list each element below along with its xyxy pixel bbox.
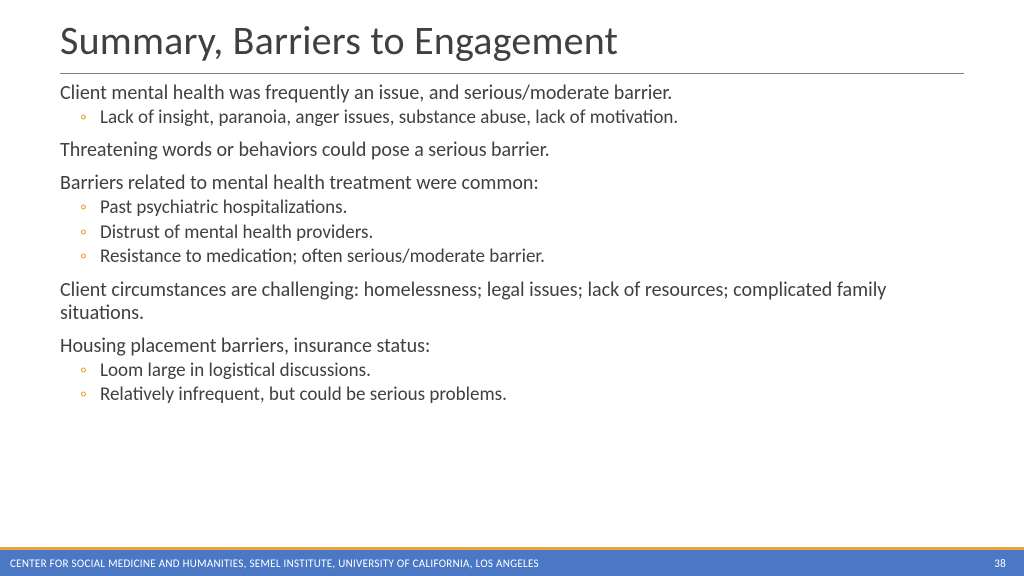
page-number: 38 [994, 557, 1006, 570]
sub-list: Loom large in logistical discussions. Re… [60, 360, 964, 407]
slide-title: Summary, Barriers to Engagement [0, 0, 1024, 73]
sub-item: Distrust of mental health providers. [60, 222, 964, 244]
title-rule [60, 73, 964, 74]
slide-body: Client mental health was frequently an i… [0, 82, 1024, 547]
section-text: Threatening words or behaviors could pos… [60, 139, 964, 162]
slide-footer: CENTER FOR SOCIAL MEDICINE AND HUMANITIE… [0, 550, 1024, 576]
slide: Summary, Barriers to Engagement Client m… [0, 0, 1024, 576]
sub-item: Lack of insight, paranoia, anger issues,… [60, 107, 964, 129]
sub-list: Past psychiatric hospitalizations. Distr… [60, 197, 964, 268]
sub-item: Resistance to medication; often serious/… [60, 246, 964, 268]
sub-item: Loom large in logistical discussions. [60, 360, 964, 382]
section-text: Barriers related to mental health treatm… [60, 172, 964, 195]
section-text: Client circumstances are challenging: ho… [60, 279, 964, 325]
section-text: Client mental health was frequently an i… [60, 82, 964, 105]
sub-item: Relatively infrequent, but could be seri… [60, 384, 964, 406]
sub-item: Past psychiatric hospitalizations. [60, 197, 964, 219]
section-text: Housing placement barriers, insurance st… [60, 335, 964, 358]
footer-org: CENTER FOR SOCIAL MEDICINE AND HUMANITIE… [10, 557, 539, 570]
sub-list: Lack of insight, paranoia, anger issues,… [60, 107, 964, 129]
